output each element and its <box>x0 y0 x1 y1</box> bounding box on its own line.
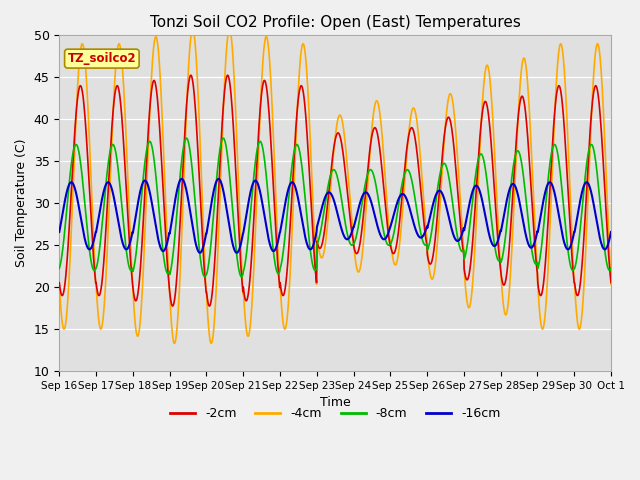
X-axis label: Time: Time <box>320 396 351 409</box>
Title: Tonzi Soil CO2 Profile: Open (East) Temperatures: Tonzi Soil CO2 Profile: Open (East) Temp… <box>150 15 520 30</box>
Y-axis label: Soil Temperature (C): Soil Temperature (C) <box>15 139 28 267</box>
Legend: -2cm, -4cm, -8cm, -16cm: -2cm, -4cm, -8cm, -16cm <box>165 402 505 425</box>
Text: TZ_soilco2: TZ_soilco2 <box>68 52 136 65</box>
